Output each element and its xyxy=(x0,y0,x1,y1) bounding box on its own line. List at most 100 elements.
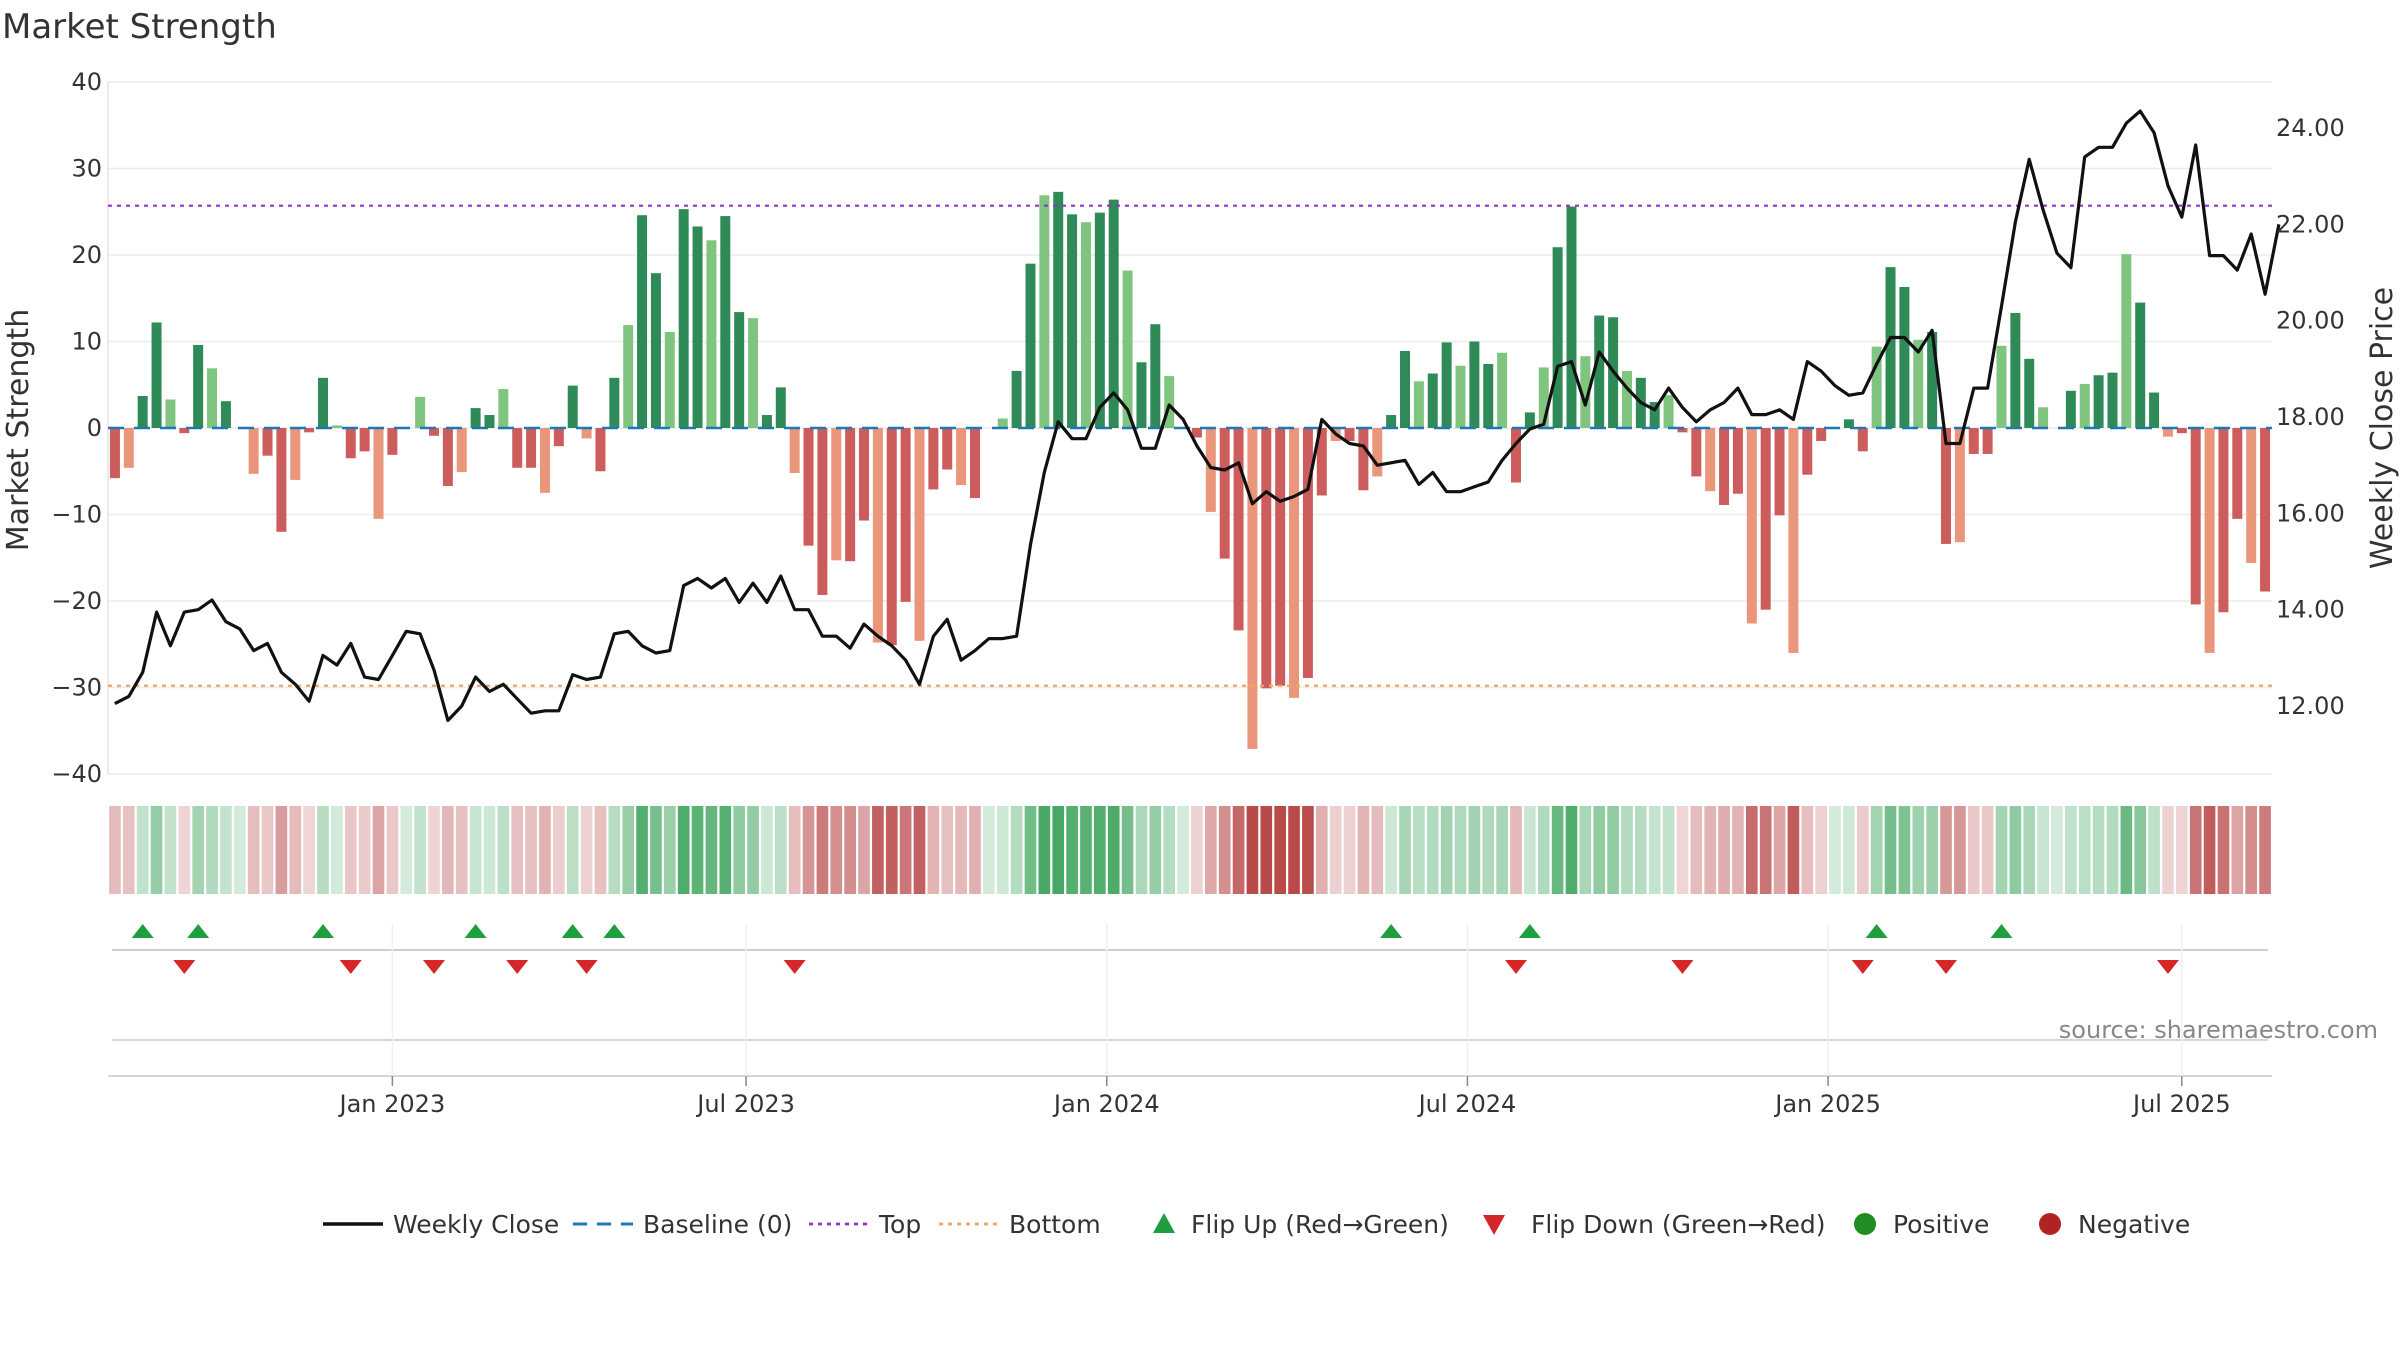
strength-bar xyxy=(1760,428,1771,610)
strip-cell xyxy=(1010,806,1023,894)
strip-cell xyxy=(1343,806,1356,894)
strength-bar xyxy=(373,428,384,519)
strength-bar xyxy=(761,415,772,428)
flip-up-marker xyxy=(1865,924,1888,938)
strength-bar xyxy=(1094,212,1105,428)
flip-down-marker xyxy=(506,960,529,974)
strength-bar xyxy=(207,368,218,428)
strip-cell xyxy=(622,806,635,894)
strip-cell xyxy=(2162,806,2174,894)
flip-down-marker xyxy=(575,960,598,974)
strength-bar xyxy=(1067,214,1078,428)
strip-cell xyxy=(2065,806,2077,894)
chart-title: Market Strength xyxy=(2,7,277,47)
strength-bar xyxy=(1344,428,1355,441)
strip-cell xyxy=(109,806,121,894)
strip-cell xyxy=(1385,806,1397,894)
strip-cell xyxy=(2106,806,2119,894)
strip-cell xyxy=(1232,806,1245,894)
strip-cell xyxy=(358,806,371,894)
strip-cell xyxy=(899,806,912,894)
flip-down-marker xyxy=(422,960,445,974)
strength-bar xyxy=(1677,428,1688,433)
strip-cell xyxy=(927,806,940,894)
strength-bar xyxy=(345,428,356,459)
legend-label: Bottom xyxy=(1009,1210,1101,1239)
strength-bar xyxy=(1302,428,1313,678)
strip-cell xyxy=(1454,806,1467,894)
strength-bar xyxy=(1108,199,1119,428)
strip-cell xyxy=(233,806,246,894)
strength-bar xyxy=(803,428,814,546)
weekly-close-line xyxy=(114,109,2281,723)
flip-down-marker xyxy=(783,960,806,974)
strength-bar xyxy=(1372,428,1383,477)
flip-up-marker xyxy=(187,924,210,938)
strength-bar xyxy=(1524,412,1535,428)
strength-bar xyxy=(1427,373,1438,428)
strength-bar xyxy=(2121,254,2132,428)
strip-cell xyxy=(1135,806,1148,894)
strength-bar xyxy=(539,428,550,493)
strip-cell xyxy=(1260,806,1273,894)
strength-bar xyxy=(1483,363,1494,428)
right-tick-label: 18.00 xyxy=(2276,403,2345,431)
strip-cell xyxy=(1718,806,1730,894)
strength-bar xyxy=(1649,402,1660,428)
strip-cell xyxy=(1690,806,1703,894)
strip-cell xyxy=(1246,806,1259,894)
strip-cell xyxy=(816,806,829,894)
strength-bar xyxy=(1871,346,1882,428)
strength-bar xyxy=(484,415,495,428)
strength-bar xyxy=(1621,370,1632,428)
strength-bar xyxy=(1053,191,1064,428)
strength-bar xyxy=(1732,428,1743,494)
strength-bar xyxy=(692,226,703,428)
right-y-axis: 24.00 22.00 20.00 18.00 16.00 14.00 12.00 xyxy=(2276,114,2345,720)
flip-up-marker xyxy=(1990,924,2013,938)
strength-bar xyxy=(2010,312,2021,428)
strength-bar xyxy=(1247,428,1258,749)
strength-bar xyxy=(109,428,120,479)
weekly-close-series xyxy=(114,109,2281,723)
strength-bar xyxy=(262,428,273,456)
strip-cell xyxy=(1621,806,1633,894)
strip-cell xyxy=(1066,806,1078,894)
strength-bar xyxy=(1316,428,1327,496)
strip-cell xyxy=(858,806,870,894)
strength-bar xyxy=(845,428,856,562)
strength-bar xyxy=(2176,428,2187,434)
strip-cell xyxy=(317,806,329,894)
strength-bar xyxy=(1774,428,1785,516)
strength-heat-strip xyxy=(109,806,2271,894)
strip-cell xyxy=(1551,806,1564,894)
strength-bar xyxy=(720,216,731,428)
left-tick-label: 20 xyxy=(71,241,102,269)
strip-cell xyxy=(1121,806,1134,894)
strip-cell xyxy=(372,806,385,894)
strength-bar xyxy=(775,387,786,428)
strip-cell xyxy=(1204,806,1217,894)
strength-bar xyxy=(1136,362,1147,428)
flip-up-marker xyxy=(561,924,584,938)
strength-bar xyxy=(1289,428,1300,698)
strip-cell xyxy=(525,806,537,894)
strip-cell xyxy=(2176,806,2188,894)
strength-bar xyxy=(942,428,953,470)
strip-cell xyxy=(1940,806,1952,894)
flip-down-marker xyxy=(1671,960,1694,974)
flip-up-marker xyxy=(312,924,335,938)
strip-cell xyxy=(636,806,648,894)
strength-bar xyxy=(151,322,162,428)
strip-cell xyxy=(1745,806,1758,894)
strength-bar xyxy=(1164,376,1175,428)
strip-cell xyxy=(428,806,440,894)
legend-label: Negative xyxy=(2078,1210,2190,1239)
strength-bar xyxy=(387,428,398,455)
strip-cell xyxy=(996,806,1009,894)
strength-bar xyxy=(179,428,190,434)
strip-cell xyxy=(594,806,607,894)
strength-bar xyxy=(1538,367,1549,428)
strip-cell xyxy=(1856,806,1869,894)
